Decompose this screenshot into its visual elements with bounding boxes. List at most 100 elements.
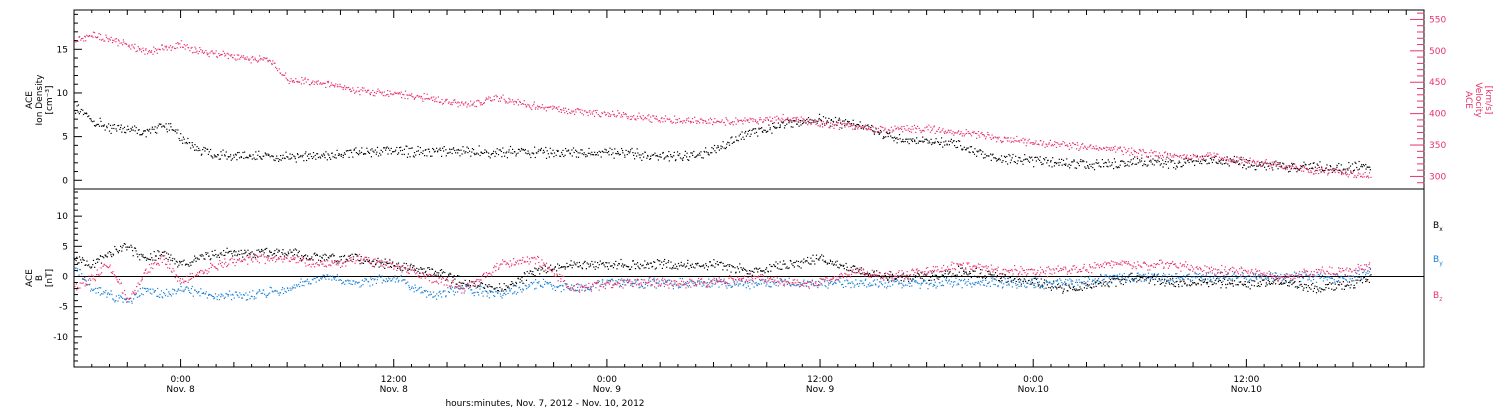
velocity-point — [420, 95, 423, 98]
bx-point — [76, 256, 78, 258]
bx-point — [1164, 278, 1166, 280]
density-point — [484, 152, 486, 154]
density-point — [577, 152, 579, 154]
velocity-point — [934, 132, 936, 134]
velocity-point — [454, 99, 456, 101]
by-point — [394, 275, 396, 277]
velocity-point — [632, 116, 634, 118]
bx-point — [1164, 285, 1166, 287]
density-point — [156, 127, 158, 129]
density-point — [639, 157, 641, 159]
density-point — [261, 158, 263, 160]
velocity-point — [308, 84, 311, 86]
by-point — [427, 291, 429, 293]
bx-point — [725, 265, 727, 267]
by-point — [183, 291, 185, 293]
velocity-point — [1348, 174, 1350, 176]
density-point — [650, 158, 652, 160]
density-point — [976, 150, 978, 152]
velocity-point — [330, 84, 332, 86]
density-point — [82, 113, 85, 116]
velocity-point — [389, 90, 391, 92]
density-point — [129, 130, 131, 133]
velocity-point — [295, 78, 297, 80]
bx-point — [618, 263, 620, 265]
bx-point — [519, 281, 521, 283]
velocity-point — [1025, 145, 1027, 147]
density-point — [228, 156, 230, 158]
density-point — [553, 156, 555, 158]
velocity-point — [1271, 163, 1273, 166]
density-point — [1007, 163, 1009, 165]
density-point — [345, 150, 347, 152]
velocity-point — [439, 101, 441, 103]
by-point — [415, 287, 417, 289]
density-point — [325, 151, 327, 153]
density-point — [286, 156, 288, 158]
density-point — [1116, 167, 1118, 169]
velocity-point — [1231, 160, 1233, 162]
velocity-point — [746, 119, 748, 121]
density-point — [943, 141, 945, 143]
by-point — [487, 292, 489, 294]
bx-point — [737, 268, 739, 270]
bx-point — [128, 246, 130, 248]
density-point — [254, 158, 256, 161]
velocity-point — [471, 104, 473, 106]
bx-point — [1061, 287, 1063, 289]
velocity-point — [930, 126, 932, 128]
bx-point — [806, 260, 808, 262]
by-point — [82, 278, 85, 280]
bx-point — [90, 267, 92, 269]
bx-point — [564, 268, 566, 270]
by-point — [517, 291, 519, 294]
velocity-point — [1204, 155, 1206, 157]
velocity-point — [497, 100, 500, 102]
by-point — [457, 291, 459, 293]
density-point — [362, 153, 365, 155]
bx-point — [117, 250, 119, 252]
bx-point — [1342, 281, 1344, 283]
bx-point — [1168, 282, 1170, 284]
density-point — [1048, 165, 1050, 167]
velocity-point — [715, 122, 717, 124]
velocity-point — [107, 40, 110, 42]
bx-point — [856, 272, 858, 274]
density-point — [657, 155, 659, 157]
bx-point — [984, 275, 986, 277]
velocity-point — [191, 46, 193, 48]
density-point — [941, 137, 943, 139]
by-point — [228, 290, 231, 292]
velocity-point — [400, 91, 402, 93]
by-point — [308, 281, 310, 283]
by-point — [177, 288, 180, 290]
by-point — [507, 292, 509, 294]
density-point — [119, 128, 121, 130]
bx-point — [352, 258, 354, 260]
bx-point — [1121, 279, 1123, 281]
density-point — [922, 136, 924, 138]
bx-point — [1157, 280, 1159, 282]
density-point — [1218, 161, 1220, 163]
by-point — [400, 274, 402, 277]
density-point — [521, 149, 523, 151]
bx-point — [878, 275, 880, 277]
density-point — [458, 149, 460, 151]
velocity-point — [905, 129, 907, 131]
density-point — [822, 116, 825, 118]
density-point — [879, 129, 882, 132]
density-axis-label: ACE Ion Density [cm⁻³] — [25, 74, 55, 126]
density-point — [514, 151, 516, 153]
density-point — [826, 120, 828, 122]
density-point — [825, 117, 827, 119]
velocity-point — [1113, 148, 1115, 150]
bx-point — [505, 288, 507, 291]
density-point — [1113, 158, 1115, 160]
bx-point — [1294, 280, 1296, 283]
density-point — [812, 120, 815, 122]
bx-point — [919, 277, 922, 279]
velocity-point — [1013, 137, 1015, 139]
bx-point — [659, 260, 661, 262]
velocity-point — [1233, 159, 1235, 161]
bx-point — [319, 255, 321, 257]
